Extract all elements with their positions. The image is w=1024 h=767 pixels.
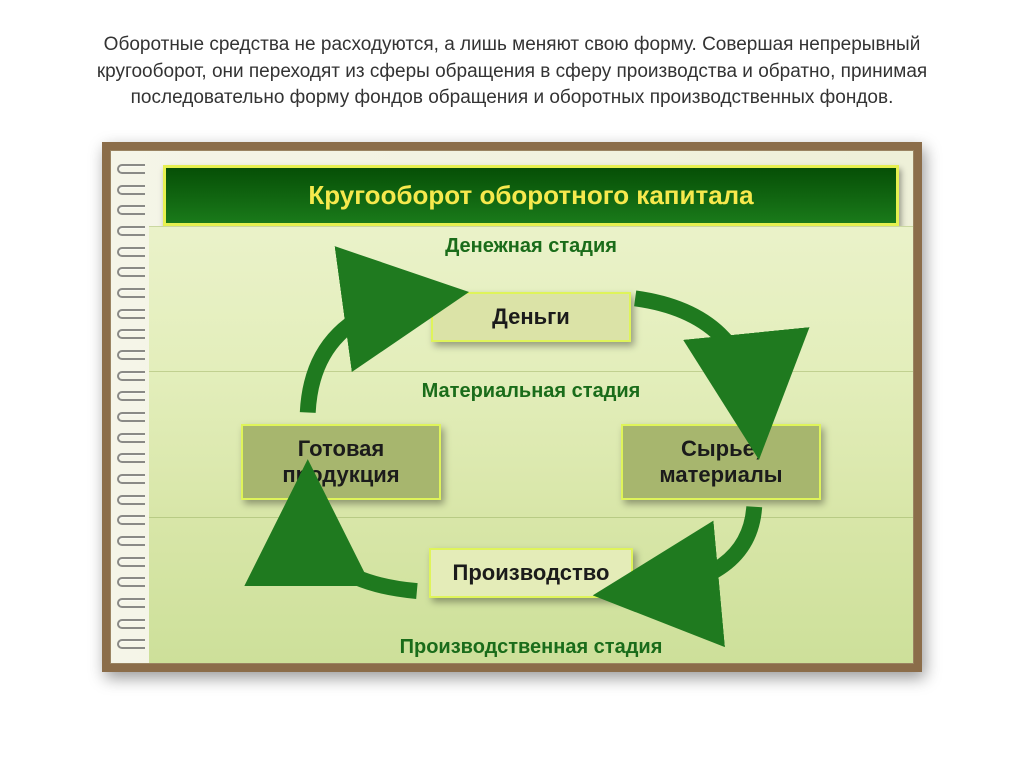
stage-production: Производство Производственная стадия: [149, 517, 913, 663]
node-finished-goods: Готоваяпродукция: [241, 424, 441, 500]
node-production: Производство: [429, 548, 634, 598]
diagram-frame: Кругооборот оборотного капитала Денежная…: [102, 142, 922, 672]
diagram-content: Кругооборот оборотного капитала Денежная…: [149, 151, 913, 663]
diagram-title: Кругооборот оборотного капитала: [163, 165, 899, 226]
diagram-canvas: Кругооборот оборотного капитала Денежная…: [110, 150, 914, 664]
description-text: Оборотные средства не расходуются, а лиш…: [0, 0, 1024, 132]
stage-material: Материальная стадия Готоваяпродукция Сыр…: [149, 371, 913, 517]
node-raw-materials: Сырье,материалы: [621, 424, 821, 500]
spiral-binding: [111, 151, 149, 663]
stage-money-label: Денежная стадия: [149, 227, 913, 262]
stage-material-label: Материальная стадия: [149, 372, 913, 407]
stage-money: Денежная стадия Деньги: [149, 226, 913, 372]
node-money: Деньги: [431, 292, 631, 342]
stage-production-label: Производственная стадия: [149, 628, 913, 663]
